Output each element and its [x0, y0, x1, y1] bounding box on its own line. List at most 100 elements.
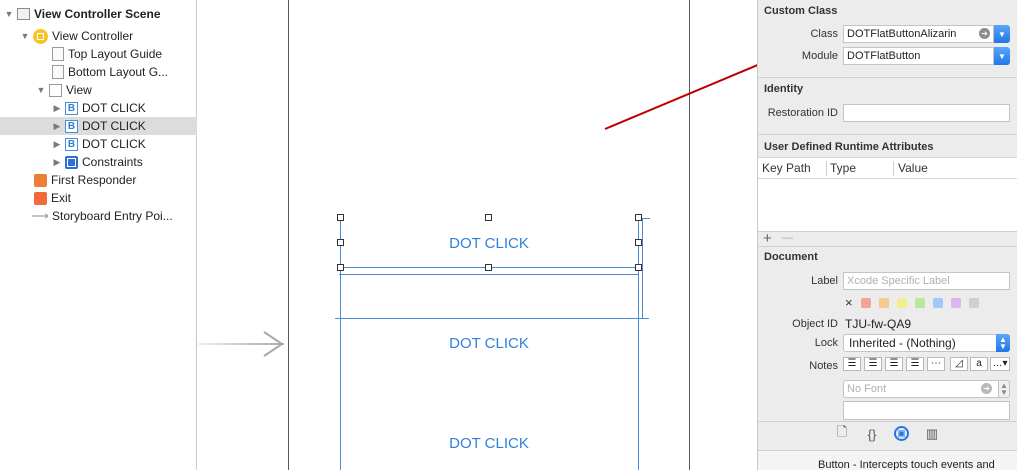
restoration-id-field[interactable]: [843, 104, 1010, 122]
quick-help-icon[interactable]: {}: [867, 426, 877, 442]
file-inspector-icon[interactable]: 🗋: [836, 424, 848, 439]
button-icon: B: [65, 101, 78, 115]
resize-handle[interactable]: [635, 264, 642, 271]
outline-label: DOT CLICK: [82, 119, 146, 133]
document-label-label: Label: [811, 275, 838, 287]
storyboard-canvas[interactable]: DOT CLICK DOT CLICK DOT CLICK: [198, 0, 756, 470]
lock-popup-arrows-icon[interactable]: ▲ ▼: [996, 334, 1010, 352]
object-id-label: Object ID: [792, 318, 838, 330]
lock-label: Lock: [814, 337, 838, 349]
document-label-field[interactable]: Xcode Specific Label: [843, 272, 1010, 290]
outline-label: DOT CLICK: [82, 137, 146, 151]
disclosure-expanded-icon[interactable]: ▼: [36, 85, 46, 95]
notes-font-field[interactable]: No Font: [843, 380, 1010, 398]
color-label-swatch[interactable]: [969, 298, 979, 308]
notes-text-area[interactable]: [843, 401, 1010, 420]
view-icon: [49, 83, 62, 97]
color-label-swatch[interactable]: [879, 298, 889, 308]
outline-label: Bottom Layout G...: [68, 65, 169, 79]
class-field[interactable]: DOTFlatButtonAlizarin: [843, 25, 994, 43]
disclosure-expanded-icon[interactable]: ▼: [4, 9, 14, 19]
identity-inspector-tab-icon[interactable]: ▣: [894, 426, 909, 441]
outline-label: DOT CLICK: [82, 101, 146, 115]
layout-guide-icon: [52, 65, 64, 79]
outline-label: View Controller: [52, 29, 134, 43]
column-header-type[interactable]: Type: [830, 161, 857, 175]
remove-attribute-button[interactable]: —: [782, 232, 793, 244]
outline-row-button-selected[interactable]: ▶ B DOT CLICK: [0, 117, 197, 135]
outline-row-view[interactable]: ▼ View: [0, 81, 197, 99]
runtime-attributes-header: Key Path Type Value: [758, 157, 1017, 179]
section-divider: [758, 246, 1017, 247]
outline-row-first-responder[interactable]: First Responder: [0, 171, 197, 189]
disclosure-collapsed-icon[interactable]: ▶: [53, 138, 61, 149]
view-controller-frame[interactable]: DOT CLICK DOT CLICK DOT CLICK: [288, 0, 690, 470]
resize-handle[interactable]: [337, 239, 344, 246]
color-label-swatch[interactable]: [951, 298, 961, 308]
resize-handle[interactable]: [485, 264, 492, 271]
resize-handle[interactable]: [635, 239, 642, 246]
exit-icon: [34, 191, 47, 205]
outline-row-view-controller[interactable]: ▼ View Controller: [0, 27, 197, 45]
constraint-line: [638, 218, 639, 470]
button-icon: B: [65, 137, 78, 151]
storyboard-entry-arrow-icon[interactable]: [262, 330, 284, 358]
entry-arrow-icon: ⟶: [31, 209, 49, 223]
align-center-icon[interactable]: ☰: [864, 357, 882, 371]
identity-inspector: Custom Class Class DOTFlatButtonAlizarin…: [757, 0, 1017, 470]
add-attribute-button[interactable]: +: [763, 230, 772, 247]
go-to-class-icon[interactable]: ➜: [979, 28, 990, 39]
lock-popup[interactable]: Inherited - (Nothing): [843, 334, 1010, 352]
color-label-swatch[interactable]: [933, 298, 943, 308]
layout-guide-icon: [52, 47, 64, 61]
color-label-swatch[interactable]: [915, 298, 925, 308]
font-picker-icon[interactable]: ➜: [981, 383, 992, 394]
outline-row-button[interactable]: ▶ B DOT CLICK: [0, 99, 197, 117]
text-style-icon[interactable]: a: [970, 357, 988, 371]
outline-row-exit[interactable]: Exit: [0, 189, 197, 207]
text-color-icon[interactable]: ◿: [950, 357, 968, 371]
section-title-runtime-attributes: User Defined Runtime Attributes: [764, 141, 934, 153]
color-label-swatch[interactable]: [897, 298, 907, 308]
storyboard-entry-arrow-line[interactable]: [198, 343, 284, 345]
section-title-custom-class: Custom Class: [764, 5, 838, 17]
disclosure-collapsed-icon[interactable]: ▶: [53, 120, 61, 131]
resize-handle[interactable]: [337, 264, 344, 271]
constraint-line: [335, 318, 649, 319]
library-description: Button - Intercepts touch events and: [758, 450, 1017, 470]
font-stepper-icon[interactable]: ▲ ▼: [998, 380, 1010, 398]
canvas-button-title[interactable]: DOT CLICK: [449, 235, 529, 252]
color-label-swatch[interactable]: [861, 298, 871, 308]
align-left-icon[interactable]: ☰: [843, 357, 861, 371]
section-title-identity: Identity: [764, 83, 804, 95]
resize-handle[interactable]: [337, 214, 344, 221]
outline-row-storyboard-entry[interactable]: ⟶ Storyboard Entry Poi...: [0, 207, 197, 225]
canvas-button-title[interactable]: DOT CLICK: [449, 435, 529, 452]
align-right-icon[interactable]: ☰: [885, 357, 903, 371]
disclosure-collapsed-icon[interactable]: ▶: [53, 102, 61, 113]
section-divider: [758, 231, 1017, 232]
outline-row-constraints[interactable]: ▶ Constraints: [0, 153, 197, 171]
clear-color-label-button[interactable]: ×: [845, 295, 853, 310]
outline-row-scene[interactable]: ▼ View Controller Scene: [0, 5, 197, 23]
column-header-key-path[interactable]: Key Path: [762, 161, 811, 175]
canvas-button-title[interactable]: DOT CLICK: [449, 335, 529, 352]
resize-handle[interactable]: [485, 214, 492, 221]
column-header-value[interactable]: Value: [898, 161, 928, 175]
outline-row-top-layout-guide[interactable]: Top Layout Guide: [0, 45, 197, 63]
outline-row-bottom-layout-guide[interactable]: Bottom Layout G...: [0, 63, 197, 81]
align-natural-icon[interactable]: ⋯: [927, 357, 945, 371]
disclosure-expanded-icon[interactable]: ▼: [20, 31, 30, 41]
module-dropdown-button[interactable]: ▼: [994, 47, 1010, 65]
align-justify-icon[interactable]: ☰: [906, 357, 924, 371]
resize-handle[interactable]: [635, 214, 642, 221]
module-field[interactable]: DOTFlatButton: [843, 47, 994, 65]
outline-row-button[interactable]: ▶ B DOT CLICK: [0, 135, 197, 153]
runtime-attributes-table[interactable]: [758, 179, 1017, 231]
outline-label: Top Layout Guide: [68, 47, 163, 61]
class-dropdown-button[interactable]: ▼: [994, 25, 1010, 43]
disclosure-collapsed-icon[interactable]: ▶: [53, 156, 61, 167]
constraint-line: [339, 274, 638, 275]
object-library-icon[interactable]: ▥: [925, 426, 939, 441]
more-options-icon[interactable]: …▾: [990, 357, 1010, 371]
